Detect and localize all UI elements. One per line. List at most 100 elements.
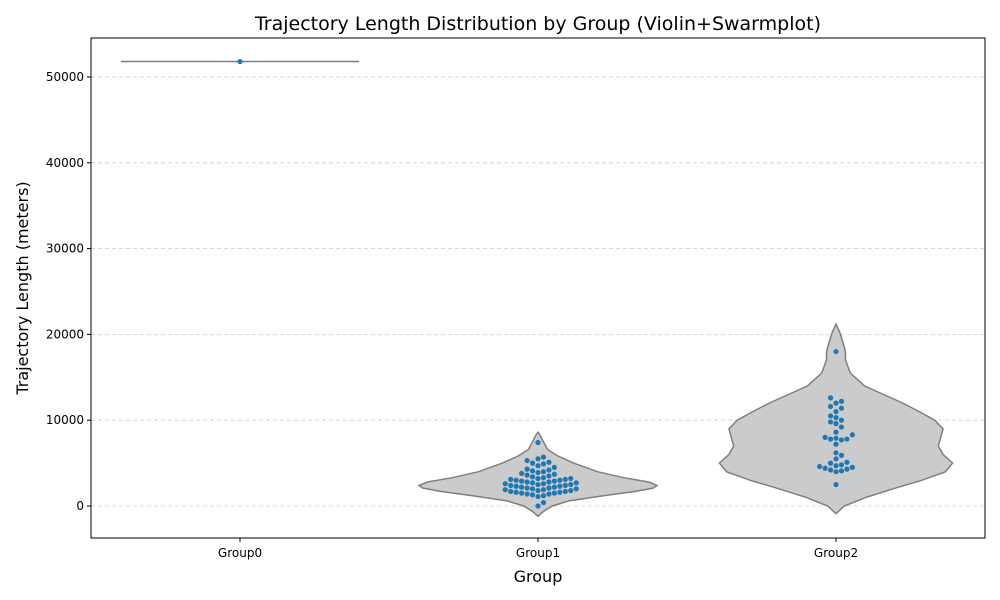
swarm-point (519, 470, 525, 476)
swarm-point (833, 409, 839, 415)
swarm-point (508, 476, 514, 483)
swarm-point (524, 466, 530, 472)
swarm-point (827, 460, 834, 466)
swarm-point (540, 499, 547, 506)
y-tick-label: 10000 (46, 413, 84, 427)
swarm-point (844, 466, 850, 472)
swarm-point (833, 469, 839, 475)
swarm-point (513, 477, 519, 483)
swarm-point (822, 434, 828, 440)
swarm-point (540, 454, 547, 460)
swarm-point (833, 463, 839, 469)
swarm-point (502, 481, 508, 487)
swarm-point (833, 456, 839, 462)
swarm-point (529, 480, 536, 486)
swarm-point (833, 450, 839, 456)
swarm-point (524, 479, 530, 485)
swarm-point (551, 478, 557, 484)
swarm-point (822, 465, 828, 471)
swarm-point (827, 419, 834, 425)
swarm-point (535, 475, 541, 482)
swarm-point (535, 456, 541, 462)
swarm-point (540, 475, 547, 481)
x-tick-label: Group1 (516, 546, 560, 560)
swarm-point (827, 413, 834, 419)
swarm-point (529, 486, 536, 492)
swarm-point (827, 467, 834, 473)
swarm-point (833, 415, 839, 421)
x-axis-ticks: Group0 Group1 Group2 (218, 538, 858, 560)
swarm-point (540, 461, 547, 467)
swarm-point (546, 491, 552, 497)
swarm-point (844, 459, 850, 465)
swarm-point (838, 405, 845, 411)
swarm-point (540, 487, 547, 493)
swarm-point (849, 464, 855, 470)
swarm-point (833, 429, 839, 435)
swarm-point (524, 485, 530, 491)
swarm-point (827, 395, 834, 401)
swarm-point (535, 481, 541, 488)
swarm-point (535, 469, 541, 476)
swarm-point (546, 467, 552, 473)
y-tick-label: 40000 (46, 156, 84, 170)
swarm-point (838, 417, 845, 423)
swarm-point (838, 437, 845, 443)
swarm-point (502, 487, 508, 493)
swarm-point (546, 485, 552, 491)
swarm-point (833, 348, 839, 355)
swarm-point (546, 459, 552, 465)
swarm-point (817, 463, 823, 470)
swarm-point (524, 472, 530, 478)
swarm-point (519, 478, 525, 484)
swarm-point (557, 477, 563, 483)
swarm-point (557, 489, 563, 495)
swarm-point (513, 483, 519, 489)
swarm-point (535, 439, 541, 446)
swarm-point (551, 471, 557, 477)
swarm-point (529, 468, 536, 474)
swarm-point (535, 493, 541, 500)
swarm-point (535, 487, 541, 494)
y-axis-label: Trajectory Length (meters) (13, 181, 32, 395)
swarm-point (546, 473, 552, 479)
swarm-point (568, 487, 574, 494)
swarm-point (535, 463, 541, 469)
y-axis-ticks: 0 10000 20000 30000 40000 50000 (46, 70, 91, 513)
swarm-point (562, 476, 568, 483)
swarm-point (546, 479, 552, 485)
x-tick-label: Group0 (218, 546, 262, 560)
swarm-point (562, 482, 568, 489)
swarm-point (562, 488, 568, 495)
swarm-point (827, 403, 834, 410)
swarm-point (519, 484, 525, 490)
swarm-point (838, 398, 845, 404)
y-tick-label: 30000 (46, 242, 84, 256)
swarm-point (833, 400, 839, 406)
swarm-point (529, 492, 536, 498)
swarm-point (540, 469, 547, 475)
swarm-point (833, 435, 839, 441)
swarm-point (838, 468, 845, 474)
swarm-point (849, 432, 855, 438)
swarm-point (508, 488, 514, 495)
swarm-point (529, 474, 536, 480)
swarm-point (535, 503, 541, 509)
swarm-point (833, 481, 839, 488)
swarm-point (551, 484, 557, 490)
swarm-point (833, 441, 839, 447)
swarm-point (513, 489, 519, 495)
y-tick-label: 20000 (46, 327, 84, 341)
swarm-point (519, 490, 525, 496)
swarm-point (838, 462, 845, 468)
swarm-point (838, 452, 845, 458)
chart-title: Trajectory Length Distribution by Group … (254, 13, 821, 35)
y-tick-label: 0 (76, 499, 84, 513)
swarm-point (540, 493, 547, 499)
swarm-point (838, 424, 845, 430)
x-axis-label: Group (514, 567, 563, 586)
swarm-point (833, 421, 839, 427)
swarm-point (237, 58, 243, 65)
